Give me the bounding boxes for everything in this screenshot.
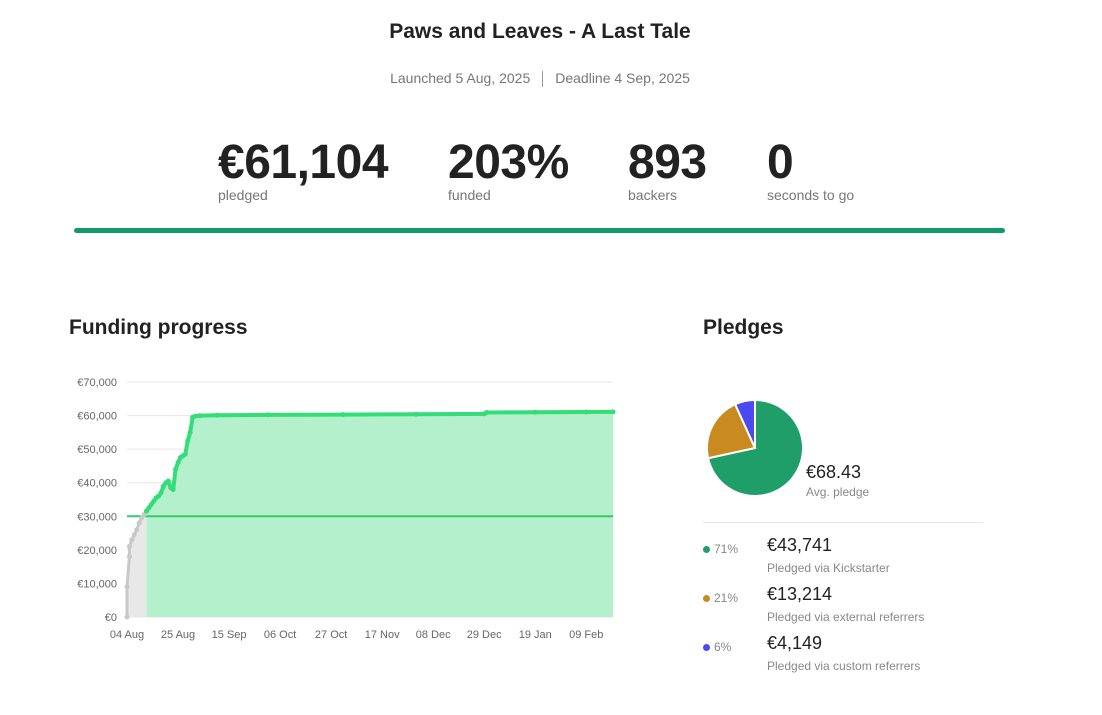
x-axis-ticks: 04 Aug 25 Aug 15 Sep 06 Oct 27 Oct 17 Nov 08 D…: [110, 629, 604, 641]
funding-point: [173, 466, 179, 472]
x-tick-label: 15 Sep: [212, 629, 247, 641]
date-separator: [542, 71, 544, 88]
stat-backers: 893 backers: [628, 135, 707, 203]
x-tick-label: 17 Nov: [365, 629, 400, 641]
legend-label: Pledged via Kickstarter: [767, 561, 890, 575]
funding-point: [192, 413, 198, 419]
y-tick-label: €20,000: [77, 545, 117, 557]
x-tick-label: 09 Feb: [569, 629, 603, 641]
funded-label: funded: [448, 187, 491, 203]
y-tick-label: €70,000: [77, 377, 117, 389]
y-tick-label: €0: [105, 612, 117, 624]
funding-point: [175, 460, 181, 466]
custom-referrers-dot-icon: [703, 644, 710, 651]
x-tick-label: 19 Jan: [519, 629, 552, 641]
funding-point: [182, 451, 188, 457]
pledged-value: €61,104: [218, 136, 389, 189]
project-dates: Launched 5 Aug, 2025 Deadline 4 Sep, 2025: [0, 70, 1080, 88]
funding-point: [165, 478, 171, 484]
y-tick-label: €50,000: [77, 444, 117, 456]
time-value: 0: [767, 136, 794, 189]
pledged-label: pledged: [218, 187, 268, 203]
x-tick-label: 06 Oct: [264, 629, 296, 641]
funding-point: [187, 429, 193, 435]
stat-time: 0 seconds to go: [767, 135, 854, 203]
y-tick-label: €60,000: [77, 411, 117, 423]
y-tick-label: €10,000: [77, 578, 117, 590]
pre-launch-point: [129, 537, 135, 543]
x-tick-label: 27 Oct: [315, 629, 347, 641]
pledges-pie-chart: [706, 398, 804, 497]
y-axis-ticks: €0 €10,000 €20,000 €30,000 €40,000 €50,000 €60…: [77, 377, 117, 624]
funding-progress-heading: Funding progress: [69, 316, 248, 339]
pie-slice: [733, 398, 756, 449]
funding-point: [214, 412, 220, 418]
funding-point: [583, 409, 589, 415]
legend-item-custom-referrers: 6% €4,149 Pledged via custom referrers: [703, 633, 1003, 677]
launched-date: Launched 5 Aug, 2025: [390, 70, 531, 86]
funding-point: [610, 409, 616, 415]
funding-point: [532, 409, 538, 415]
stat-pledged: €61,104 pledged: [218, 135, 389, 203]
y-tick-label: €40,000: [77, 478, 117, 490]
project-title: Paws and Leaves - A Last Tale: [389, 20, 691, 43]
legend-amount: €4,149: [767, 633, 823, 653]
pre-launch-point: [124, 614, 130, 620]
time-label: seconds to go: [767, 187, 855, 203]
avg-pledge: €68.43 Avg. pledge: [806, 462, 869, 499]
legend-item-kickstarter: 71% €43,741 Pledged via Kickstarter: [703, 535, 1003, 579]
funding-point: [484, 410, 490, 416]
legend-label: Pledged via external referrers: [767, 610, 925, 624]
funding-point: [197, 413, 203, 419]
pre-launch-point: [131, 532, 137, 538]
x-tick-label: 29 Dec: [467, 629, 502, 641]
deadline-date: Deadline 4 Sep, 2025: [555, 70, 690, 86]
pre-launch-point: [134, 527, 140, 533]
legend-pct: 21%: [714, 591, 739, 605]
pre-launch-point: [126, 544, 132, 549]
kickstarter-dot-icon: [703, 546, 710, 553]
funding-point: [265, 412, 271, 418]
funding-point: [170, 486, 176, 492]
legend-pct: 6%: [714, 640, 732, 654]
legend-amount: €43,741: [767, 535, 833, 555]
backers-label: backers: [628, 187, 678, 203]
pledges-heading: Pledges: [703, 316, 784, 339]
pre-launch-area: [127, 511, 147, 617]
x-tick-label: 25 Aug: [161, 629, 195, 641]
legend-pct: 71%: [714, 542, 739, 556]
pledges-divider: [703, 522, 983, 523]
pre-launch-point: [124, 584, 130, 590]
legend-item-external-referrers: 21% €13,214 Pledged via external referre…: [703, 584, 1003, 628]
x-tick-label: 08 Dec: [416, 629, 451, 641]
funded-value: 203%: [448, 136, 569, 189]
pre-launch-point: [136, 520, 142, 526]
funding-point: [158, 490, 164, 496]
funded-area: [146, 411, 613, 617]
legend-amount: €13,214: [767, 584, 833, 604]
avg-pledge-label: Avg. pledge: [806, 485, 870, 499]
funding-point: [185, 438, 191, 444]
funding-point: [340, 412, 346, 418]
x-tick-label: 04 Aug: [110, 629, 144, 641]
funding-progress-chart: €0 €10,000 €20,000 €30,000 €40,000 €50,000 €60…: [77, 377, 616, 641]
y-tick-label: €30,000: [77, 511, 117, 523]
stat-funded: 203% funded: [448, 135, 569, 203]
legend-label: Pledged via custom referrers: [767, 659, 921, 673]
backers-value: 893: [628, 136, 707, 189]
chart-lines: [124, 409, 616, 620]
external-referrers-dot-icon: [703, 595, 710, 602]
pie-slice: [706, 402, 757, 460]
funding-point: [413, 411, 419, 417]
avg-pledge-value: €68.43: [806, 462, 862, 482]
funding-progress-bar: [74, 228, 1005, 233]
pre-launch-point: [126, 554, 132, 560]
chart-areas: [127, 411, 613, 617]
